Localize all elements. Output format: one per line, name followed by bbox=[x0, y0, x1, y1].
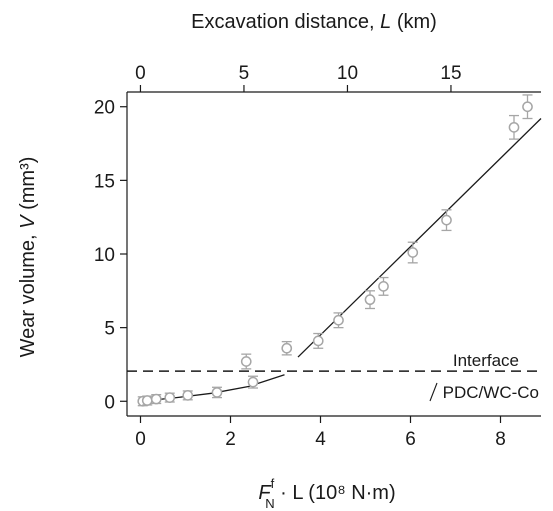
point-marker bbox=[240, 356, 252, 367]
data-point bbox=[141, 395, 153, 406]
y-tick-label: 20 bbox=[94, 98, 115, 119]
data-points bbox=[137, 94, 533, 407]
data-point bbox=[378, 276, 389, 296]
point-marker bbox=[281, 342, 293, 354]
data-point bbox=[240, 353, 252, 370]
y-axis-title: Wear volume, V (mm³) bbox=[17, 157, 39, 358]
point-marker bbox=[182, 390, 194, 401]
data-point bbox=[441, 209, 452, 232]
point-marker bbox=[247, 376, 259, 388]
y-tick-label: 15 bbox=[94, 171, 115, 192]
data-point bbox=[364, 290, 376, 310]
data-point bbox=[281, 340, 293, 356]
point-marker bbox=[164, 392, 176, 403]
data-point bbox=[150, 393, 162, 405]
pdc-wcco-label: PDC/WC-Co bbox=[443, 383, 539, 402]
point-marker bbox=[333, 314, 344, 326]
data-point bbox=[211, 386, 223, 399]
point-marker bbox=[508, 121, 520, 133]
x-tick-label: 2 bbox=[225, 429, 236, 450]
data-point bbox=[312, 332, 324, 349]
x2-tick-label: 0 bbox=[135, 63, 146, 84]
interface-slash bbox=[429, 382, 438, 402]
point-marker bbox=[522, 101, 533, 113]
point-marker bbox=[441, 214, 452, 226]
data-point bbox=[522, 94, 533, 120]
point-marker bbox=[150, 393, 162, 405]
x2-axis-title: Excavation distance, L (km) bbox=[191, 11, 437, 33]
interface-label: Interface bbox=[453, 351, 519, 370]
data-point bbox=[333, 312, 344, 329]
interface-reference bbox=[127, 370, 539, 402]
y-tick-label: 0 bbox=[104, 392, 115, 413]
data-point bbox=[182, 390, 194, 401]
point-marker bbox=[211, 387, 223, 398]
x2-tick-label: 5 bbox=[239, 63, 250, 84]
x2-tick-label: 15 bbox=[440, 63, 461, 84]
point-marker bbox=[378, 281, 389, 292]
y-tick-label: 10 bbox=[94, 245, 115, 266]
axes: 0 2 4 6 8 0 5 10 15 20 0 5 10 15 bbox=[94, 63, 541, 450]
x-tick-label: 6 bbox=[405, 429, 416, 450]
data-point bbox=[508, 114, 520, 140]
data-point bbox=[247, 375, 259, 389]
x-tick-label: 4 bbox=[315, 429, 326, 450]
point-marker bbox=[364, 294, 376, 306]
point-marker bbox=[407, 247, 419, 258]
x-tick-label: 0 bbox=[135, 429, 146, 450]
point-marker bbox=[141, 395, 153, 406]
x-axis-title: Ff N · L (10⁸ N·m) bbox=[258, 476, 395, 511]
y-tick-label: 5 bbox=[104, 319, 115, 340]
data-point bbox=[407, 241, 419, 264]
x2-tick-label: 10 bbox=[337, 63, 358, 84]
data-point bbox=[164, 392, 176, 403]
point-marker bbox=[312, 335, 324, 347]
x-tick-label: 8 bbox=[495, 429, 506, 450]
